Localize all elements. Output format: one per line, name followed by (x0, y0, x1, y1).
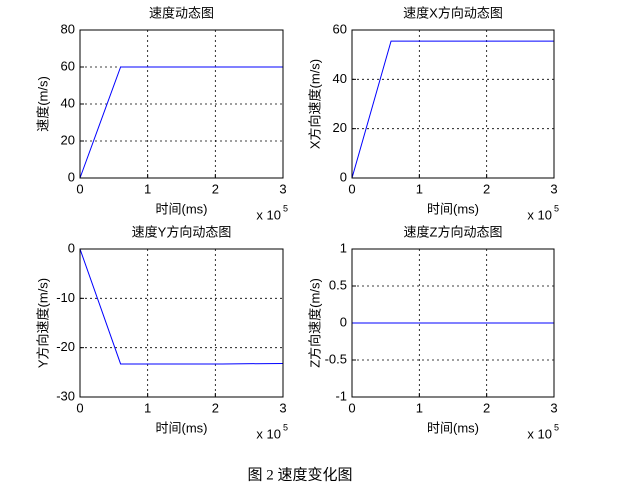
x-tick-label: 2 (483, 400, 490, 415)
x-tick-label: 2 (212, 181, 219, 196)
subplot-title: 速度X方向动态图 (403, 5, 503, 20)
y-tick-label: 1 (340, 240, 347, 255)
x-tick-label: 1 (144, 400, 151, 415)
y-tick-label: 20 (333, 120, 347, 135)
x-tick-label: 3 (550, 181, 557, 196)
x-tick-label: 1 (416, 400, 423, 415)
x-multiplier: x 10 (527, 207, 552, 222)
x-multiplier: x 10 (527, 426, 552, 441)
axes-box (79, 248, 284, 398)
axes-box (79, 29, 284, 179)
x-exponent: 5 (554, 203, 559, 213)
x-exponent: 5 (554, 422, 559, 432)
y-axis-label: X方向速度(m/s) (307, 59, 322, 149)
x-axis-label: 时间(ms) (427, 201, 479, 216)
y-tick-label: -1 (335, 388, 347, 403)
y-tick-label: -10 (56, 290, 75, 305)
data-line (79, 248, 284, 365)
subplot-title: 速度Y方向动态图 (132, 224, 232, 239)
x-tick-label: 0 (76, 400, 83, 415)
y-tick-label: -0.5 (325, 351, 347, 366)
x-multiplier: x 10 (256, 426, 281, 441)
y-tick-label: 0 (340, 314, 347, 329)
y-axis-label: 速度(m/s) (35, 76, 50, 132)
x-tick-label: 3 (279, 181, 286, 196)
data-line (79, 66, 283, 179)
axes-box (351, 248, 555, 398)
x-tick-label: 3 (279, 400, 286, 415)
x-tick-label: 0 (348, 400, 355, 415)
x-tick-label: 3 (550, 400, 557, 415)
plot-area (352, 30, 554, 178)
x-tick-label: 2 (483, 181, 490, 196)
x-tick-label: 0 (348, 181, 355, 196)
x-exponent: 5 (283, 422, 288, 432)
y-tick-label: 20 (61, 132, 75, 147)
y-tick-label: 60 (61, 58, 75, 73)
y-tick-label: 60 (333, 21, 347, 36)
x-tick-label: 1 (144, 181, 151, 196)
subplot-title: 速度动态图 (149, 5, 214, 20)
axes-box (351, 29, 555, 179)
figure-caption: 图 2 速度变化图 (247, 466, 352, 483)
x-tick-label: 1 (416, 181, 423, 196)
y-tick-label: 40 (333, 71, 347, 86)
y-tick-label: 0 (68, 240, 75, 255)
y-tick-label: 0 (68, 169, 75, 184)
plot-area (80, 249, 283, 397)
y-tick-label: -30 (56, 388, 75, 403)
y-tick-label: 0.5 (329, 277, 347, 292)
y-tick-label: 0 (340, 169, 347, 184)
y-tick-label: -20 (56, 339, 75, 354)
data-line (351, 40, 554, 179)
y-tick-label: 40 (61, 95, 75, 110)
x-axis-label: 时间(ms) (156, 201, 208, 216)
x-axis-label: 时间(ms) (156, 420, 208, 435)
x-exponent: 5 (283, 203, 288, 213)
y-axis-label: Y方向速度(m/s) (35, 278, 50, 368)
x-tick-label: 2 (212, 400, 219, 415)
y-tick-label: 80 (61, 21, 75, 36)
x-tick-label: 0 (76, 181, 83, 196)
x-multiplier: x 10 (256, 207, 281, 222)
x-axis-label: 时间(ms) (427, 420, 479, 435)
subplot-title: 速度Z方向动态图 (404, 224, 503, 239)
y-axis-label: Z方向速度(m/s) (307, 278, 322, 368)
